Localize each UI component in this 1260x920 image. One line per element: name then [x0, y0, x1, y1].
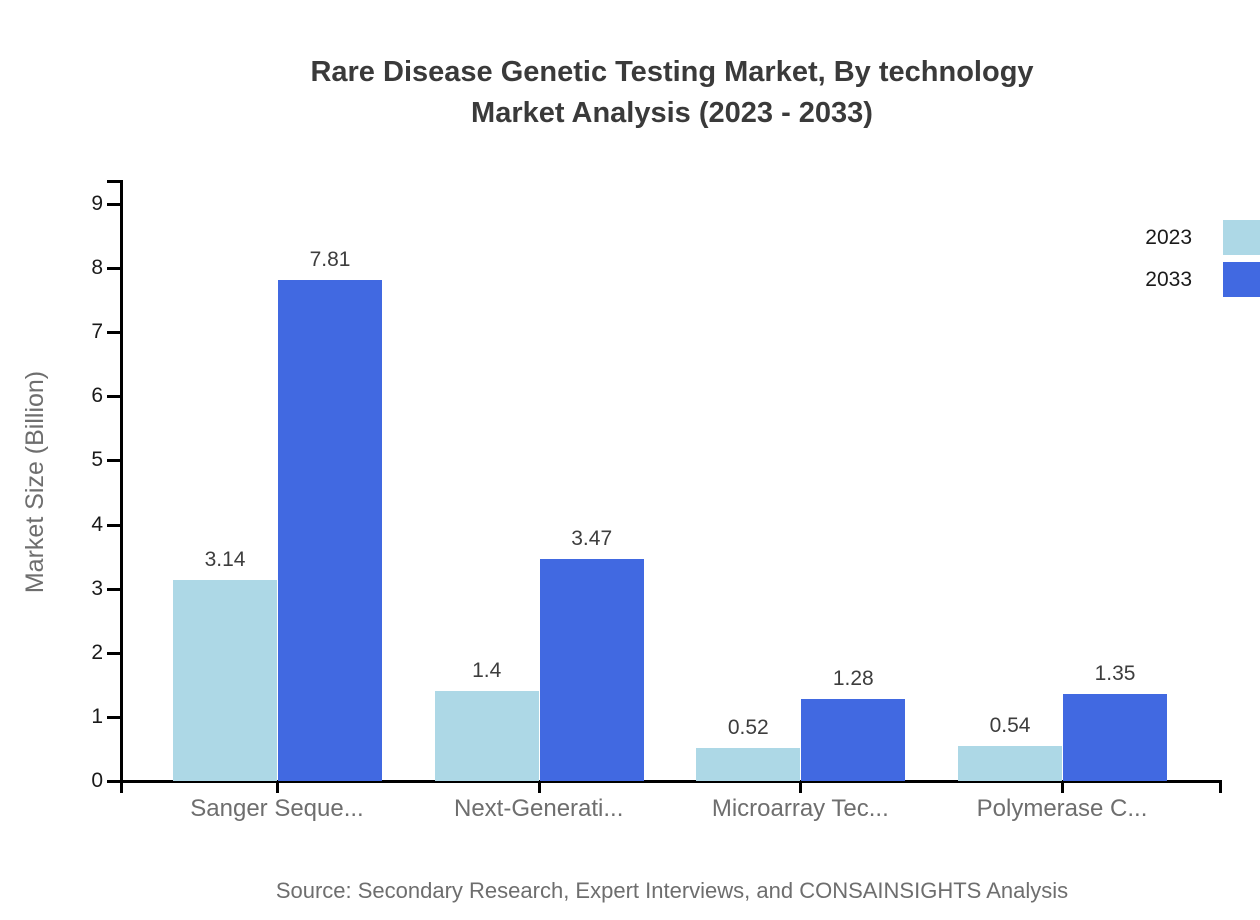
chart-title-line1: Rare Disease Genetic Testing Market, By …: [310, 56, 1034, 88]
y-tick: [107, 780, 120, 783]
bar-value-label: 0.52: [727, 716, 769, 739]
y-tick-label: 4: [91, 512, 103, 536]
x-tick: [276, 781, 279, 793]
bar-value-label: 1.35: [1094, 662, 1136, 685]
x-category-label: Polymerase C...: [976, 795, 1148, 822]
y-tick: [107, 267, 120, 271]
y-axis-top-cap: [107, 180, 120, 183]
legend-swatch-icon: [1223, 262, 1260, 297]
bar-2033-1: [278, 280, 382, 781]
legend-item-2023: 2023: [1145, 220, 1260, 255]
x-tick: [799, 781, 803, 793]
y-tick-label: 7: [91, 320, 103, 344]
y-tick-label: 8: [91, 256, 103, 280]
bar-2033-3: [801, 699, 906, 781]
x-tick: [1061, 781, 1064, 793]
x-axis-right-cap: [1219, 780, 1222, 793]
y-tick-label: 6: [91, 384, 103, 408]
y-tick: [107, 331, 120, 335]
bar-value-label: 3.14: [204, 548, 246, 571]
x-axis-line: [107, 780, 1222, 783]
bar-value-label: 0.54: [989, 714, 1031, 737]
y-tick: [107, 587, 120, 591]
legend-item-2033: 2033: [1145, 262, 1260, 297]
bar-value-label: 7.81: [309, 248, 351, 271]
y-tick-label: 1: [91, 704, 103, 728]
y-tick-label: 5: [91, 448, 103, 472]
y-tick-label: 3: [91, 576, 103, 600]
chart-title: Rare Disease Genetic Testing Market, By …: [122, 52, 1222, 134]
y-tick: [107, 395, 120, 399]
y-tick: [107, 523, 120, 527]
y-tick: [107, 459, 120, 463]
y-axis-line: [120, 180, 123, 793]
source-note: Source: Secondary Research, Expert Inter…: [275, 878, 1069, 903]
bar-value-label: 1.28: [832, 667, 874, 690]
x-category-label: Microarray Tec...: [711, 795, 889, 822]
legend-label: 2033: [1145, 267, 1192, 291]
legend-swatch-icon: [1223, 220, 1260, 255]
bar-2023-2: [434, 691, 539, 781]
legend: 2023 2033: [1145, 220, 1260, 304]
y-tick: [107, 203, 120, 206]
bar-value-label: 1.4: [472, 659, 502, 682]
y-tick: [107, 651, 120, 655]
x-category-label: Sanger Seque...: [190, 795, 364, 822]
bar-2023-4: [958, 746, 1062, 781]
y-tick-label: 9: [91, 192, 103, 215]
x-tick: [537, 781, 541, 793]
bar-2033-4: [1063, 694, 1167, 781]
bar-value-label: 3.47: [571, 527, 613, 550]
bar-2023-3: [696, 748, 801, 781]
y-tick-label: 0: [91, 769, 103, 792]
y-tick: [107, 715, 120, 719]
chart-title-line2: Market Analysis (2023 - 2033): [471, 97, 873, 129]
bar-2033-2: [539, 559, 644, 781]
y-tick-label: 2: [91, 640, 103, 664]
x-category-label: Next-Generati...: [453, 795, 624, 822]
bar-2023-1: [173, 580, 277, 781]
legend-label: 2023: [1145, 225, 1192, 249]
